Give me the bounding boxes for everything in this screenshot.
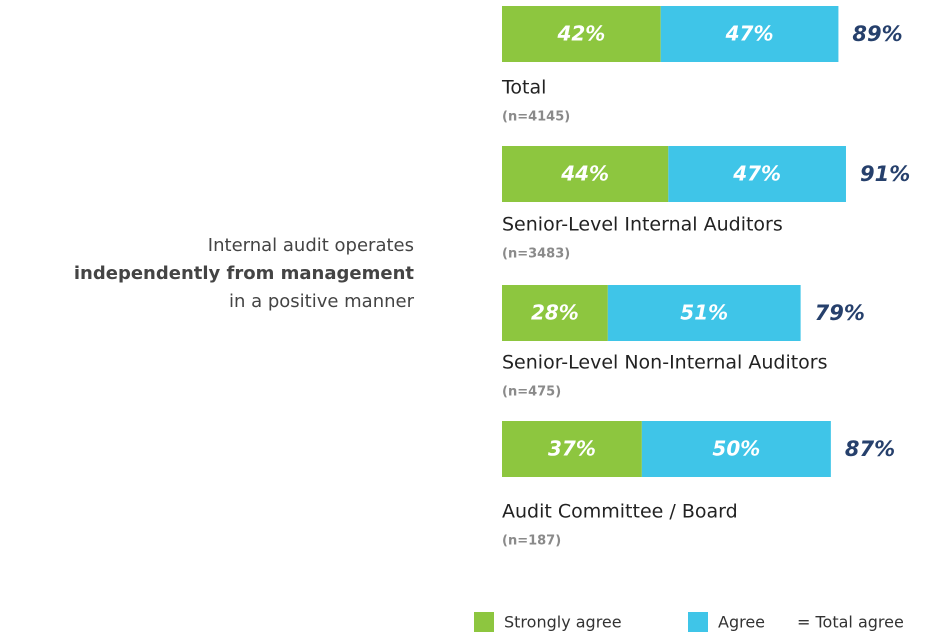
category-label: Audit Committee / Board xyxy=(502,501,738,523)
legend-label: Strongly agree xyxy=(504,613,622,632)
legend-swatch xyxy=(688,612,708,632)
bar-segment xyxy=(668,146,846,202)
bar-segment xyxy=(660,6,839,62)
bar-segment xyxy=(641,421,831,477)
category-label: Senior-Level Non-Internal Auditors xyxy=(502,352,828,374)
value-label: 37% xyxy=(548,437,596,461)
sample-size: (n=3483) xyxy=(502,247,570,262)
bar-segment xyxy=(502,285,608,341)
sample-size: (n=187) xyxy=(502,534,561,549)
total-label: 79% xyxy=(815,301,865,325)
bar-segment xyxy=(502,421,642,477)
category-label: Senior-Level Internal Auditors xyxy=(502,214,783,236)
total-label: 91% xyxy=(860,162,910,186)
sample-size: (n=4145) xyxy=(502,110,570,125)
bar-segment xyxy=(502,6,661,62)
legend-swatch xyxy=(474,612,494,632)
sample-size: (n=475) xyxy=(502,385,561,400)
total-label: 87% xyxy=(845,437,895,461)
bar-segment xyxy=(502,146,669,202)
value-label: 47% xyxy=(725,22,774,46)
annotation-line: Internal audit operates xyxy=(208,235,414,256)
legend-label: Agree xyxy=(718,613,765,632)
value-label: 44% xyxy=(560,162,609,186)
value-label: 42% xyxy=(556,22,605,46)
annotation-line: in a positive manner xyxy=(229,291,415,312)
value-label: 50% xyxy=(712,437,760,461)
category-label: Total xyxy=(501,77,546,99)
legend-label: = Total agree xyxy=(797,613,904,632)
bar-segment xyxy=(607,285,801,341)
value-label: 51% xyxy=(680,301,728,325)
value-label: 47% xyxy=(732,162,781,186)
value-label: 28% xyxy=(531,301,579,325)
annotation-line: independently from management xyxy=(74,263,414,284)
total-label: 89% xyxy=(852,22,902,46)
